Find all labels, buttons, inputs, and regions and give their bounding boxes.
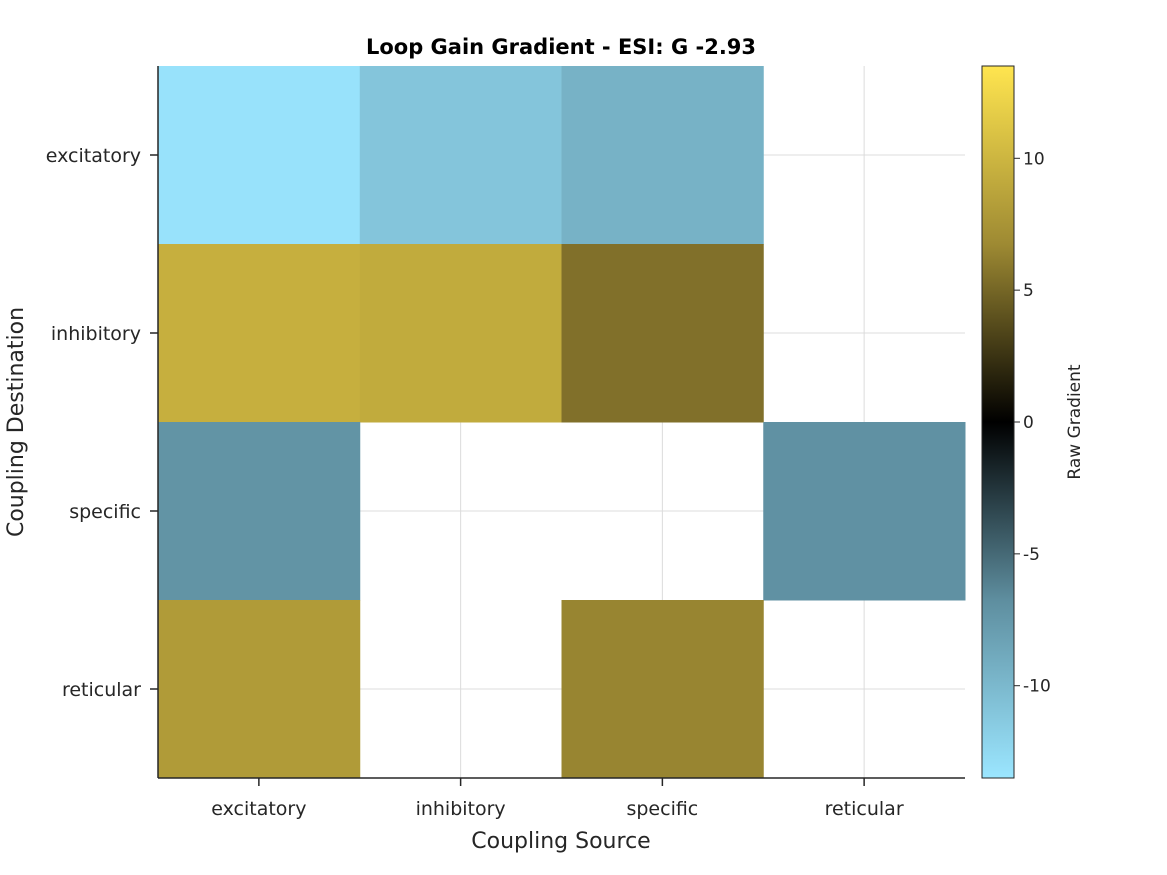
heatmap-cell: [158, 422, 361, 601]
x-axis-label: Coupling Source: [471, 829, 650, 854]
heatmap-cell: [359, 66, 562, 245]
colorbar-tick-label: -5: [1023, 545, 1040, 565]
chart-title: Loop Gain Gradient - ESI: G -2.93: [366, 35, 756, 59]
colorbar-label: Raw Gradient: [1065, 364, 1085, 479]
heatmap-cells: [158, 66, 966, 779]
heatmap-cell: [561, 244, 764, 423]
y-tick-label: excitatory: [46, 145, 141, 167]
heatmap-cell: [561, 600, 764, 779]
heatmap-cell: [359, 244, 562, 423]
x-tick-labels: excitatory inhibitory specific reticular: [211, 798, 904, 820]
x-tick-label: inhibitory: [416, 798, 506, 820]
colorbar-ticks: 10 5 0 -5 -10: [1014, 149, 1051, 697]
heatmap-cell: [158, 600, 361, 779]
x-tick-label: excitatory: [211, 798, 306, 820]
y-axis-label: Coupling Destination: [4, 307, 29, 537]
heatmap-cell: [561, 66, 764, 245]
colorbar-tick-label: 0: [1023, 413, 1034, 433]
x-tick-label: reticular: [825, 798, 904, 820]
y-tick-labels: excitatory inhibitory specific reticular: [46, 145, 141, 701]
x-tick-label: specific: [626, 798, 698, 820]
colorbar-tick-label: 10: [1023, 149, 1045, 169]
y-tick-label: specific: [69, 501, 141, 523]
axes: [150, 66, 965, 786]
heatmap-cell: [763, 422, 966, 601]
y-tick-label: inhibitory: [51, 323, 141, 345]
heatmap-cell: [158, 244, 361, 423]
y-tick-label: reticular: [62, 679, 141, 701]
colorbar: [981, 65, 1015, 779]
colorbar-tick-label: -10: [1023, 677, 1051, 697]
heatmap-cell: [158, 66, 361, 245]
colorbar-tick-label: 5: [1023, 281, 1034, 301]
